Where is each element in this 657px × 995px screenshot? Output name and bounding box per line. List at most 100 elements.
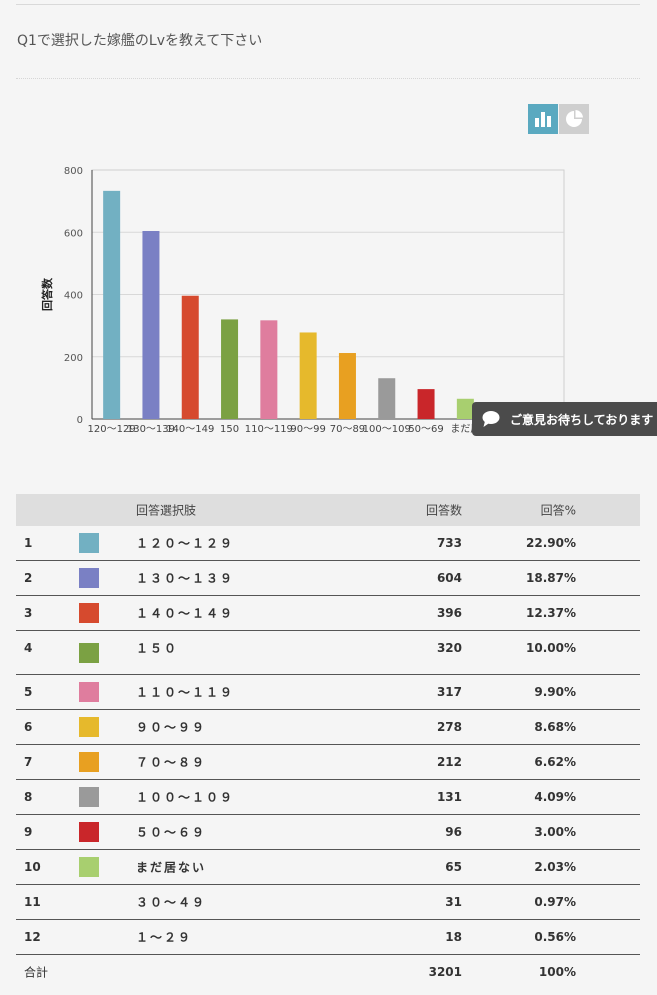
choice-label: ３０～４９ — [136, 895, 207, 910]
choice-label: １５０ — [136, 641, 179, 656]
answer-percent: 18.87% — [526, 571, 576, 585]
choice-label: まだ居ない — [136, 860, 207, 875]
color-swatch — [79, 643, 99, 663]
bar-chart-toggle[interactable] — [528, 104, 558, 134]
header-count: 回答数 — [425, 503, 462, 518]
answer-percent: 2.03% — [534, 860, 576, 874]
answer-count: 604 — [436, 571, 462, 585]
bar-4 — [221, 319, 239, 419]
pie-chart-toggle[interactable] — [559, 104, 589, 134]
color-swatch — [79, 568, 99, 588]
color-swatch — [79, 752, 99, 772]
row-number: 2 — [24, 571, 33, 585]
table-row: 11 ３０～４９ 31 0.97% — [16, 885, 640, 920]
bar-6 — [299, 332, 317, 419]
speech-bubble-icon — [482, 410, 502, 428]
color-swatch — [79, 822, 99, 842]
y-tick-label: 800 — [64, 166, 83, 177]
total-count: 3201 — [428, 965, 462, 979]
choice-label: １～２９ — [136, 930, 193, 945]
answer-count: 317 — [436, 685, 462, 699]
table-row: 8 １００～１０９ 131 4.09% — [16, 780, 640, 815]
feedback-label: ご意見お待ちしております — [510, 412, 654, 427]
row-number: 6 — [24, 720, 33, 734]
answer-percent: 6.62% — [534, 755, 576, 769]
table-header: 回答選択肢 回答数 回答% — [16, 494, 640, 526]
x-tick-label: 90～99 — [290, 424, 325, 435]
results-table: 回答選択肢 回答数 回答% 1 １２０～１２９ 733 22.90% 2 １３０～１３９ 6… — [16, 494, 640, 989]
row-number: 1 — [24, 536, 33, 550]
table-row: 12 １～２９ 18 0.56% — [16, 920, 640, 955]
bar-7 — [338, 353, 356, 419]
row-number: 11 — [24, 895, 41, 909]
row-number: 9 — [24, 825, 33, 839]
choice-label: ９０～９９ — [136, 720, 207, 735]
row-number: 5 — [24, 685, 33, 699]
answer-count: 65 — [445, 860, 462, 874]
table-row: 7 ７０～８９ 212 6.62% — [16, 745, 640, 780]
color-swatch — [79, 857, 99, 877]
y-tick-label: 0 — [77, 415, 83, 426]
choice-label: １００～１０９ — [136, 790, 235, 805]
choice-label: １１０～１１９ — [136, 685, 235, 700]
color-swatch — [79, 533, 99, 553]
table-row: 4 １５０ 320 10.00% — [16, 631, 640, 675]
table-row: 1 １２０～１２９ 733 22.90% — [16, 526, 640, 561]
y-tick-label: 200 — [64, 353, 83, 364]
answer-count: 733 — [436, 536, 462, 550]
answer-percent: 8.68% — [534, 720, 576, 734]
choice-label: ５０～６９ — [136, 825, 207, 840]
choice-label: ７０～８９ — [136, 755, 207, 770]
color-swatch — [79, 603, 99, 623]
header-percent: 回答% — [540, 503, 576, 518]
y-tick-label: 600 — [64, 228, 83, 239]
y-axis-label: 回答数 — [40, 277, 54, 311]
color-swatch — [79, 682, 99, 702]
table-row: 3 １４０～１４９ 396 12.37% — [16, 596, 640, 631]
answer-count: 278 — [436, 720, 462, 734]
choice-label: １２０～１２９ — [136, 536, 235, 551]
table-row: 10 まだ居ない 65 2.03% — [16, 850, 640, 885]
top-divider — [16, 4, 640, 5]
x-tick-label: 70～89 — [330, 424, 365, 435]
bar-9 — [417, 389, 435, 419]
x-tick-label: 100～109 — [363, 424, 411, 435]
color-swatch — [79, 787, 99, 807]
answer-percent: 10.00% — [526, 641, 576, 655]
x-tick-label: 120～129 — [88, 424, 136, 435]
bar-3 — [181, 295, 199, 419]
row-number: 8 — [24, 790, 33, 804]
x-tick-label: 130～139 — [127, 424, 175, 435]
bar-10 — [456, 398, 474, 419]
total-percent: 100% — [538, 965, 576, 979]
answer-count: 320 — [436, 641, 462, 655]
answer-count: 96 — [445, 825, 462, 839]
row-number: 4 — [24, 641, 33, 655]
answer-percent: 22.90% — [526, 536, 576, 550]
bar-2 — [142, 231, 160, 419]
answer-percent: 0.97% — [534, 895, 576, 909]
table-row: 6 ９０～９９ 278 8.68% — [16, 710, 640, 745]
answer-percent: 12.37% — [526, 606, 576, 620]
answer-count: 396 — [436, 606, 462, 620]
answer-count: 18 — [445, 930, 462, 944]
answer-count: 31 — [445, 895, 462, 909]
answer-count: 212 — [436, 755, 462, 769]
answer-count: 131 — [436, 790, 462, 804]
title-divider — [16, 78, 640, 79]
header-choice: 回答選択肢 — [136, 503, 197, 518]
x-tick-label: 150 — [220, 424, 239, 435]
feedback-button[interactable]: ご意見お待ちしております — [472, 402, 657, 436]
total-label: 合計 — [24, 965, 49, 980]
question-title: Q1で選択した嫁艦のLvを教えて下さい — [17, 33, 263, 49]
table-row: 5 １１０～１１９ 317 9.90% — [16, 675, 640, 710]
row-number: 12 — [24, 930, 41, 944]
bar-1 — [103, 190, 121, 419]
choice-label: １３０～１３９ — [136, 571, 235, 586]
row-number: 7 — [24, 755, 33, 769]
color-swatch — [79, 717, 99, 737]
table-total-row: 合計 3201 100% — [16, 955, 640, 989]
answer-percent: 3.00% — [534, 825, 576, 839]
pie-chart-icon — [566, 110, 583, 127]
